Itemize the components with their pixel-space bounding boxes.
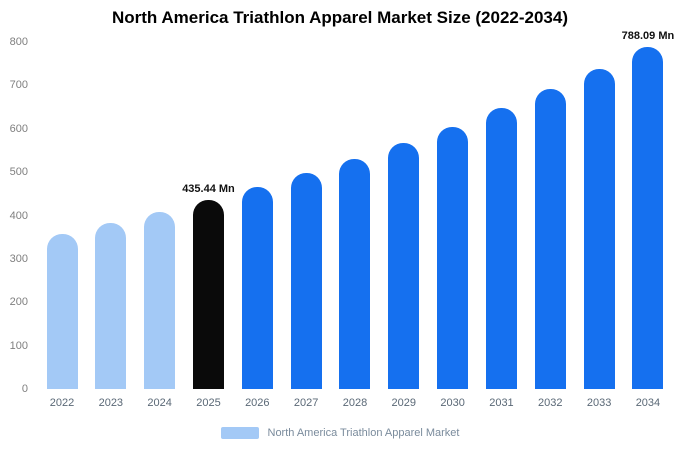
y-tick-label: 800 xyxy=(9,36,28,48)
bar-column: 435.44 Mn xyxy=(182,42,235,389)
bar-column xyxy=(526,42,574,389)
bar-column xyxy=(429,42,477,389)
bar-2022 xyxy=(46,234,78,389)
bar-2023 xyxy=(95,223,127,389)
y-tick-label: 100 xyxy=(9,339,28,352)
bar-column: 788.09 Mn xyxy=(622,30,674,389)
bar-2031 xyxy=(485,108,517,389)
x-tick-label: 2027 xyxy=(293,397,319,409)
x-axis: 2022 2023 2024 2025 2026 2027 2028 2029 2030 2031… xyxy=(38,397,672,409)
y-tick-label: 300 xyxy=(9,252,28,265)
bar-2024 xyxy=(144,212,176,389)
y-tick-label: 500 xyxy=(9,166,28,179)
bar-2032 xyxy=(534,89,566,389)
x-tick-label: 2022 xyxy=(49,397,75,409)
legend: North America Triathlon Apparel Market xyxy=(0,424,680,442)
y-tick-label: 200 xyxy=(9,296,28,309)
bar-2030 xyxy=(437,126,469,389)
bar-2027 xyxy=(290,173,322,389)
x-tick-label: 2023 xyxy=(98,397,124,409)
x-tick-label: 2029 xyxy=(391,397,417,409)
bar-column xyxy=(136,42,184,389)
y-tick-label: 400 xyxy=(9,209,28,222)
bar-column xyxy=(233,42,281,389)
plot-area: 435.44 Mn 788.09 Mn xyxy=(38,30,674,389)
x-tick-label: 2031 xyxy=(489,397,514,409)
y-tick-label: 0 xyxy=(21,383,28,395)
bar-column xyxy=(380,42,428,389)
x-tick-label: 2033 xyxy=(586,397,612,409)
legend-label: North America Triathlon Apparel Market xyxy=(267,427,460,439)
bar-2029 xyxy=(388,143,420,389)
x-tick-label: 2026 xyxy=(245,397,270,409)
y-tick-label: 600 xyxy=(9,122,28,135)
bar-column xyxy=(282,42,330,389)
bar-2026 xyxy=(241,187,273,389)
value-label: 435.44 Mn xyxy=(182,183,235,196)
chart-title: North America Triathlon Apparel Market S… xyxy=(111,8,568,27)
value-label: 788.09 Mn xyxy=(621,30,675,43)
x-tick-label: 2025 xyxy=(196,397,221,409)
bar-column xyxy=(87,42,135,389)
bar-column xyxy=(38,42,86,389)
legend-swatch xyxy=(220,427,259,439)
bar-column xyxy=(331,42,379,389)
x-tick-label: 2028 xyxy=(342,397,368,409)
bar-2034 xyxy=(632,47,664,389)
y-axis: 0 100 200 300 400 500 600 700 800 xyxy=(0,36,30,395)
bar-column xyxy=(575,42,623,389)
bar-2033 xyxy=(583,68,615,389)
y-tick-label: 700 xyxy=(9,79,28,92)
bar-2028 xyxy=(339,158,371,389)
x-tick-label: 2034 xyxy=(635,397,661,409)
x-tick-label: 2024 xyxy=(147,397,172,409)
x-tick-label: 2032 xyxy=(538,397,563,409)
bar-2025 xyxy=(192,200,224,389)
x-tick-label: 2030 xyxy=(440,397,465,409)
bar-column xyxy=(477,42,525,389)
